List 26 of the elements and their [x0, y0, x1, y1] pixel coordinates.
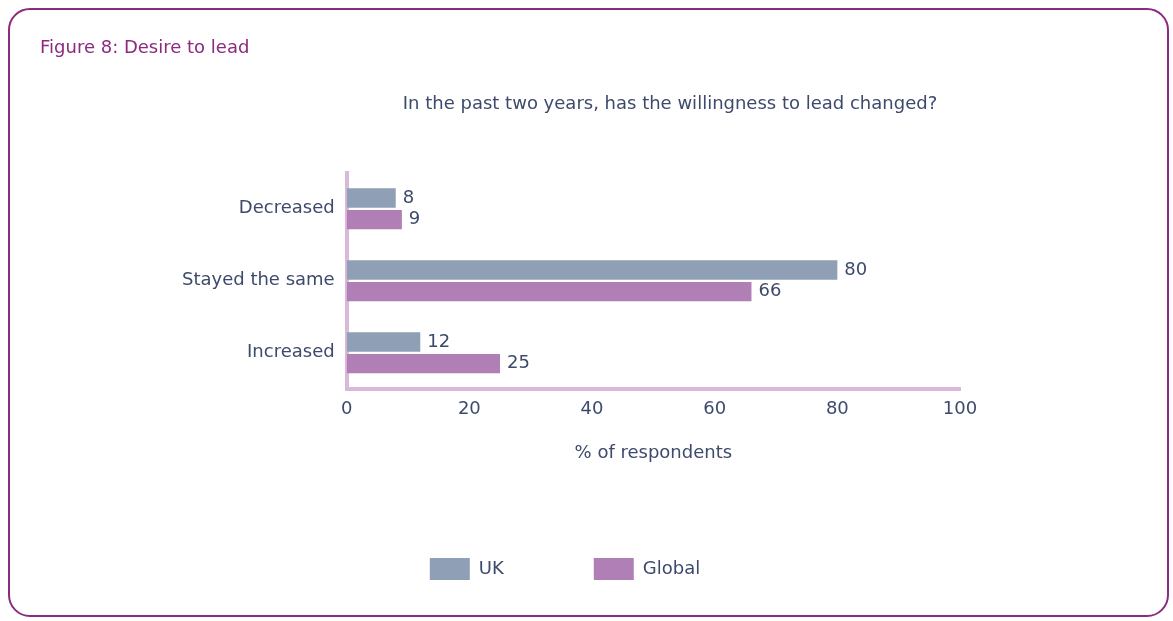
- x-tick-label: 0: [340, 397, 353, 419]
- bar: [346, 281, 752, 302]
- chart-subtitle: In the past two years, has the willingness to lead changed?: [401, 92, 939, 113]
- legend-label: UK: [478, 556, 505, 578]
- x-tick-label: 80: [825, 397, 849, 419]
- data-label: 25: [507, 351, 530, 373]
- legend-label: Global: [642, 556, 701, 578]
- text: Figure 8: Desire to lead: [40, 36, 250, 57]
- data-label: 66: [758, 279, 782, 301]
- y-tick-label: Stayed the same: [181, 268, 335, 290]
- data-label: 12: [427, 329, 451, 351]
- bar: [346, 209, 402, 230]
- data-label: 9: [408, 207, 421, 229]
- x-tick-label: 60: [703, 397, 727, 419]
- y-tick-label: Decreased: [238, 196, 335, 218]
- x-tick-label: 20: [457, 397, 481, 419]
- x-tick-label: 100: [942, 397, 978, 419]
- x-axis-title: % of respondents: [574, 440, 733, 462]
- data-label: 80: [844, 257, 868, 279]
- y-tick-label: Increased: [247, 340, 335, 362]
- bar: [346, 260, 838, 280]
- bar: [346, 353, 500, 374]
- bar: [346, 188, 396, 208]
- x-tick-label: 40: [580, 397, 604, 419]
- bar: [346, 332, 421, 352]
- data-label: 8: [402, 185, 415, 207]
